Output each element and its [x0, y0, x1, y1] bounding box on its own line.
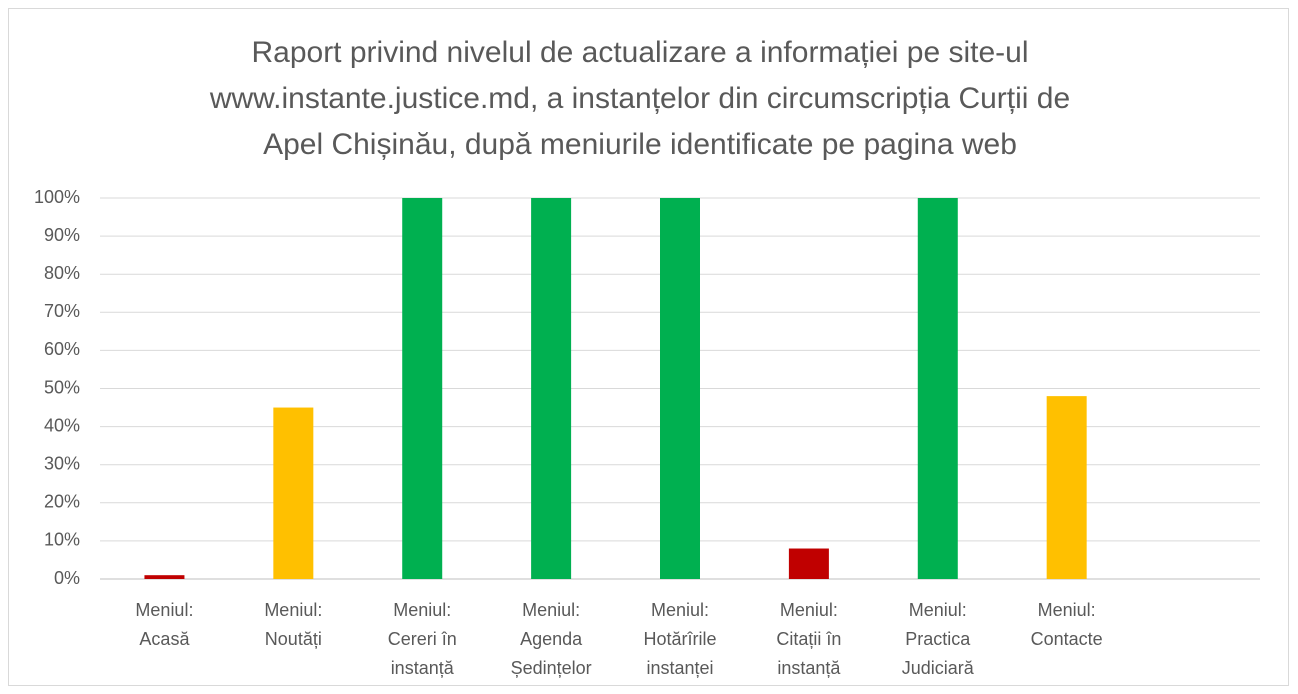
- x-tick-label: Meniul: Cereri în instanță: [387, 600, 457, 678]
- x-tick-label: Meniul: Citații în instanță: [776, 600, 842, 678]
- bar: [788, 548, 829, 579]
- bar: [402, 198, 443, 579]
- bar: [273, 407, 314, 579]
- y-tick-label: 50%: [44, 377, 80, 397]
- y-tick-label: 20%: [44, 492, 80, 512]
- x-tick-label: Meniul: Hotărîrile instanței: [643, 600, 717, 678]
- x-tick-label: Meniul: Acasă: [135, 600, 194, 649]
- bar: [144, 575, 185, 579]
- y-tick-label: 0%: [54, 568, 80, 588]
- bar: [531, 198, 572, 579]
- y-tick-label: 80%: [44, 263, 80, 283]
- y-tick-label: 70%: [44, 301, 80, 321]
- y-tick-label: 30%: [44, 453, 80, 473]
- bar: [660, 198, 700, 579]
- y-tick-label: 10%: [44, 530, 80, 550]
- x-tick-label: Meniul: Agenda Ședințelor: [510, 600, 592, 678]
- bar: [1046, 396, 1087, 579]
- y-tick-label: 40%: [44, 415, 80, 435]
- x-tick-label: Meniul: Contacte: [1030, 600, 1103, 649]
- y-tick-label: 90%: [44, 225, 80, 245]
- x-tick-label: Meniul: Practica Judiciară: [901, 600, 974, 678]
- y-tick-label: 60%: [44, 339, 80, 359]
- x-tick-label: Meniul: Noutăți: [264, 600, 323, 649]
- chart-title: Raport privind nivelul de actualizare a …: [209, 36, 1071, 161]
- bar: [917, 198, 958, 579]
- y-tick-label: 100%: [34, 187, 80, 207]
